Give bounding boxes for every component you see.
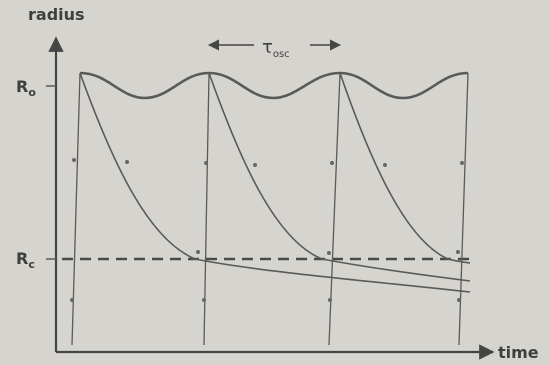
rise-stroke-1: [71, 72, 81, 346]
period-label: τosc: [262, 37, 290, 60]
period-label-bg: [254, 35, 310, 59]
r0-label: Ro: [16, 77, 36, 99]
oscillation-curve: [79, 71, 469, 100]
rise-stroke-4: [458, 72, 469, 346]
marker-dots: [70, 158, 464, 302]
decay-curve-3: [339, 72, 471, 264]
decay-curve-1: [79, 72, 471, 293]
rc-label: Rc: [16, 249, 35, 271]
rise-stroke-2: [203, 72, 210, 346]
rise-stroke-3: [328, 72, 341, 346]
y-axis-label: radius: [28, 5, 85, 24]
decay-curve-2: [208, 72, 471, 282]
x-axis-label: time: [498, 343, 539, 362]
